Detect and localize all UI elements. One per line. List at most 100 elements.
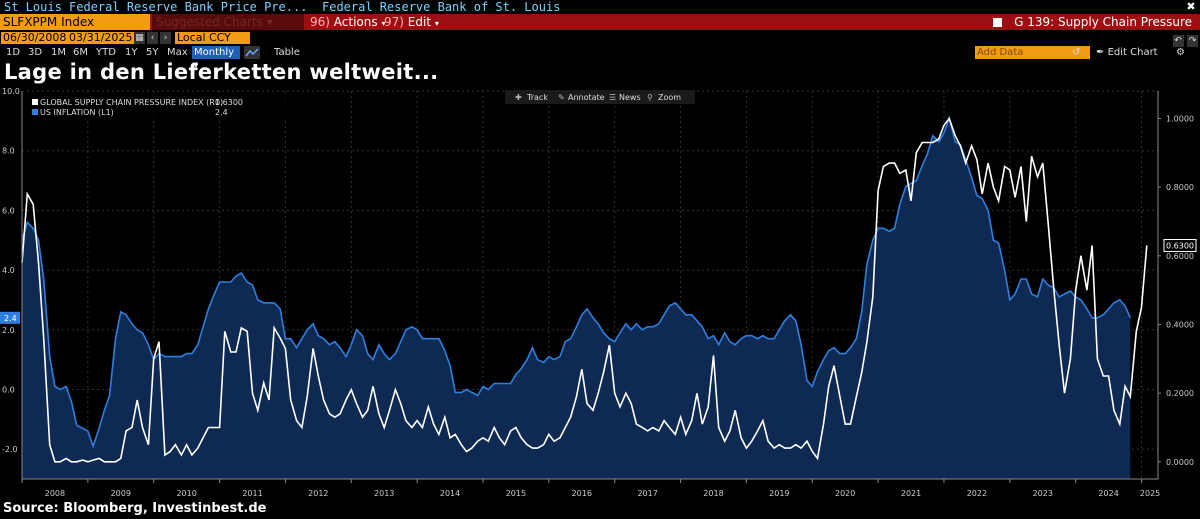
chart-headline: Lage in den Lieferketten weltweit... xyxy=(4,60,439,84)
edit-shortcut: 97) xyxy=(384,15,404,29)
left-tick-label: 2.0 xyxy=(2,326,15,335)
left-tick-label: -2.0 xyxy=(2,445,18,454)
right-tick-label: 1.0000 xyxy=(1166,114,1194,123)
left-tick-label: 8.0 xyxy=(2,147,15,156)
chevron-down-icon: ▾ xyxy=(381,19,386,28)
legend-value-inflation: 2.4 xyxy=(215,108,228,117)
range-1y[interactable]: 1Y xyxy=(125,47,138,58)
actions-menu[interactable]: 96) Actions ▾ xyxy=(310,14,385,30)
track-button[interactable]: Track xyxy=(526,93,548,102)
suggested-charts-label: Suggested Charts xyxy=(156,15,263,29)
chart-toolbar-bg xyxy=(505,90,695,104)
left-tick-label: 4.0 xyxy=(2,266,15,275)
line-chart[interactable]: 10.0 8.0 6.0 4.0 2.0 0.0 -2.0 1.0000 0.8000 0.600… xyxy=(0,87,1200,500)
ticker-field[interactable]: SLFXPPM Index xyxy=(0,14,150,30)
gscpi-last-value-tag xyxy=(1163,239,1197,253)
range-selector-bar: 1D 3D 1M 6M YTD 1Y 5Y Max Monthly ▾ Tabl… xyxy=(0,46,1200,70)
x-tick-label: 2019 xyxy=(769,489,789,498)
function-title: G 139: Supply Chain Pressure xyxy=(993,14,1192,30)
inflation-line xyxy=(21,115,1132,449)
annotate-button[interactable]: Annotate xyxy=(568,93,605,102)
right-tick-label: 0.2000 xyxy=(1166,389,1194,398)
x-tick-label: 2017 xyxy=(637,489,657,498)
x-tick-label: 2011 xyxy=(242,489,262,498)
x-tick-label: 2022 xyxy=(967,489,987,498)
chart-toolbar: ✚ Track ✎ Annotate ☰ News ⚲ Zoom xyxy=(505,90,695,104)
zoom-button[interactable]: Zoom xyxy=(658,93,681,102)
chart-legend: GLOBAL SUPPLY CHAIN PRESSURE INDEX (R1) … xyxy=(30,96,298,120)
x-tick-label: 2014 xyxy=(440,489,460,498)
legend-swatch-inflation xyxy=(32,109,38,115)
date-range-bar: 06/30/2008 - 03/31/2025 ▦ ‹ › Local CCY … xyxy=(0,31,1200,47)
x-tick-label: 2020 xyxy=(835,489,855,498)
inflation-last-value: 2.4 xyxy=(4,314,17,323)
x-tick-label: 2009 xyxy=(111,489,131,498)
suggested-charts-dropdown[interactable]: Suggested Charts ▾ xyxy=(152,14,304,30)
news-icon: ☰ xyxy=(609,93,616,102)
redo-icon[interactable]: ↷ xyxy=(1187,35,1198,47)
window-title-bar: St Louis Federal Reserve Bank Price Pre.… xyxy=(0,0,1200,14)
range-1d[interactable]: 1D xyxy=(6,47,21,58)
chart-axes: 10.0 8.0 6.0 4.0 2.0 0.0 -2.0 1.0000 0.8000 0.600… xyxy=(0,87,1197,498)
window-title-right: Federal Reserve Bank of St. Louis xyxy=(322,0,561,14)
frequency-select[interactable]: Monthly ▾ xyxy=(192,46,240,70)
annotate-icon: ✎ xyxy=(558,93,565,102)
share-icon[interactable]: ↺ xyxy=(1072,47,1081,58)
inflation-fill xyxy=(22,117,1131,480)
edit-chart-label: Edit Chart xyxy=(1107,47,1158,58)
left-tick-label: 0.0 xyxy=(2,385,15,394)
range-3d[interactable]: 3D xyxy=(28,47,43,58)
chart-icon xyxy=(993,18,1003,27)
legend-label-inflation: US INFLATION (L1) xyxy=(40,108,114,117)
range-6m[interactable]: 6M xyxy=(73,47,88,58)
range-ytd[interactable]: YTD xyxy=(96,47,116,58)
settings-icon[interactable]: ⚙ xyxy=(1176,47,1185,58)
add-data-input[interactable]: Add Data xyxy=(975,46,1090,59)
news-button[interactable]: News xyxy=(619,93,641,102)
gscpi-last-value: 0.6300 xyxy=(1166,242,1194,251)
edit-menu[interactable]: 97) Edit ▾ xyxy=(384,14,439,30)
x-tick-label: 2012 xyxy=(308,489,328,498)
end-date-field[interactable]: 03/31/2025 xyxy=(67,31,135,44)
range-5y[interactable]: 5Y xyxy=(146,47,159,58)
line-chart-icon[interactable] xyxy=(244,46,260,59)
chevron-down-icon: ▾ xyxy=(434,19,439,28)
source-note: Source: Bloomberg, Investinbest.de xyxy=(3,501,267,516)
range-1m[interactable]: 1M xyxy=(51,47,66,58)
close-window-icon[interactable]: ✖ xyxy=(1186,0,1196,13)
chevron-down-icon: ▾ xyxy=(266,15,273,29)
x-tick-label: 2023 xyxy=(1033,489,1053,498)
next-icon[interactable]: › xyxy=(160,32,171,44)
actions-shortcut: 96) xyxy=(310,15,330,29)
x-tick-label: 2024 xyxy=(1098,489,1118,498)
currency-select[interactable]: Local CCY xyxy=(175,32,250,44)
previous-icon[interactable]: ‹ xyxy=(147,32,158,44)
chevron-down-icon: ▾ xyxy=(194,61,199,70)
chart-lines xyxy=(21,115,1148,463)
legend-value-gscpi: 0.6300 xyxy=(215,98,243,107)
left-tick-label: 6.0 xyxy=(2,206,15,215)
x-tick-label: 2018 xyxy=(703,489,723,498)
table-button[interactable]: Table xyxy=(274,47,300,58)
legend-label-gscpi: GLOBAL SUPPLY CHAIN PRESSURE INDEX (R1) xyxy=(40,98,223,107)
x-tick-label: 2008 xyxy=(45,489,65,498)
x-tick-label: 2010 xyxy=(176,489,196,498)
function-title-label: G 139: Supply Chain Pressure xyxy=(1014,15,1192,29)
actions-label: Actions xyxy=(333,15,378,29)
edit-chart-button[interactable]: ✒ Edit Chart xyxy=(1096,46,1158,59)
x-tick-label: 2025 xyxy=(1140,489,1160,498)
x-tick-label: 2021 xyxy=(901,489,921,498)
window-title-left: St Louis Federal Reserve Bank Price Pre.… xyxy=(4,0,308,14)
zoom-icon: ⚲ xyxy=(647,93,653,102)
inflation-last-value-tag xyxy=(0,311,20,324)
start-date-field[interactable]: 06/30/2008 xyxy=(1,31,69,44)
gscpi-line xyxy=(21,116,1148,463)
crosshair-icon: ✚ xyxy=(515,93,522,102)
x-tick-label: 2015 xyxy=(506,489,526,498)
range-max[interactable]: Max xyxy=(167,47,188,58)
undo-redo-group: ↶ ↷ xyxy=(1172,32,1198,47)
date-separator: - xyxy=(61,31,65,44)
undo-icon[interactable]: ↶ xyxy=(1172,35,1184,47)
x-tick-label: 2013 xyxy=(374,489,394,498)
calendar-icon[interactable]: ▦ xyxy=(134,32,145,44)
